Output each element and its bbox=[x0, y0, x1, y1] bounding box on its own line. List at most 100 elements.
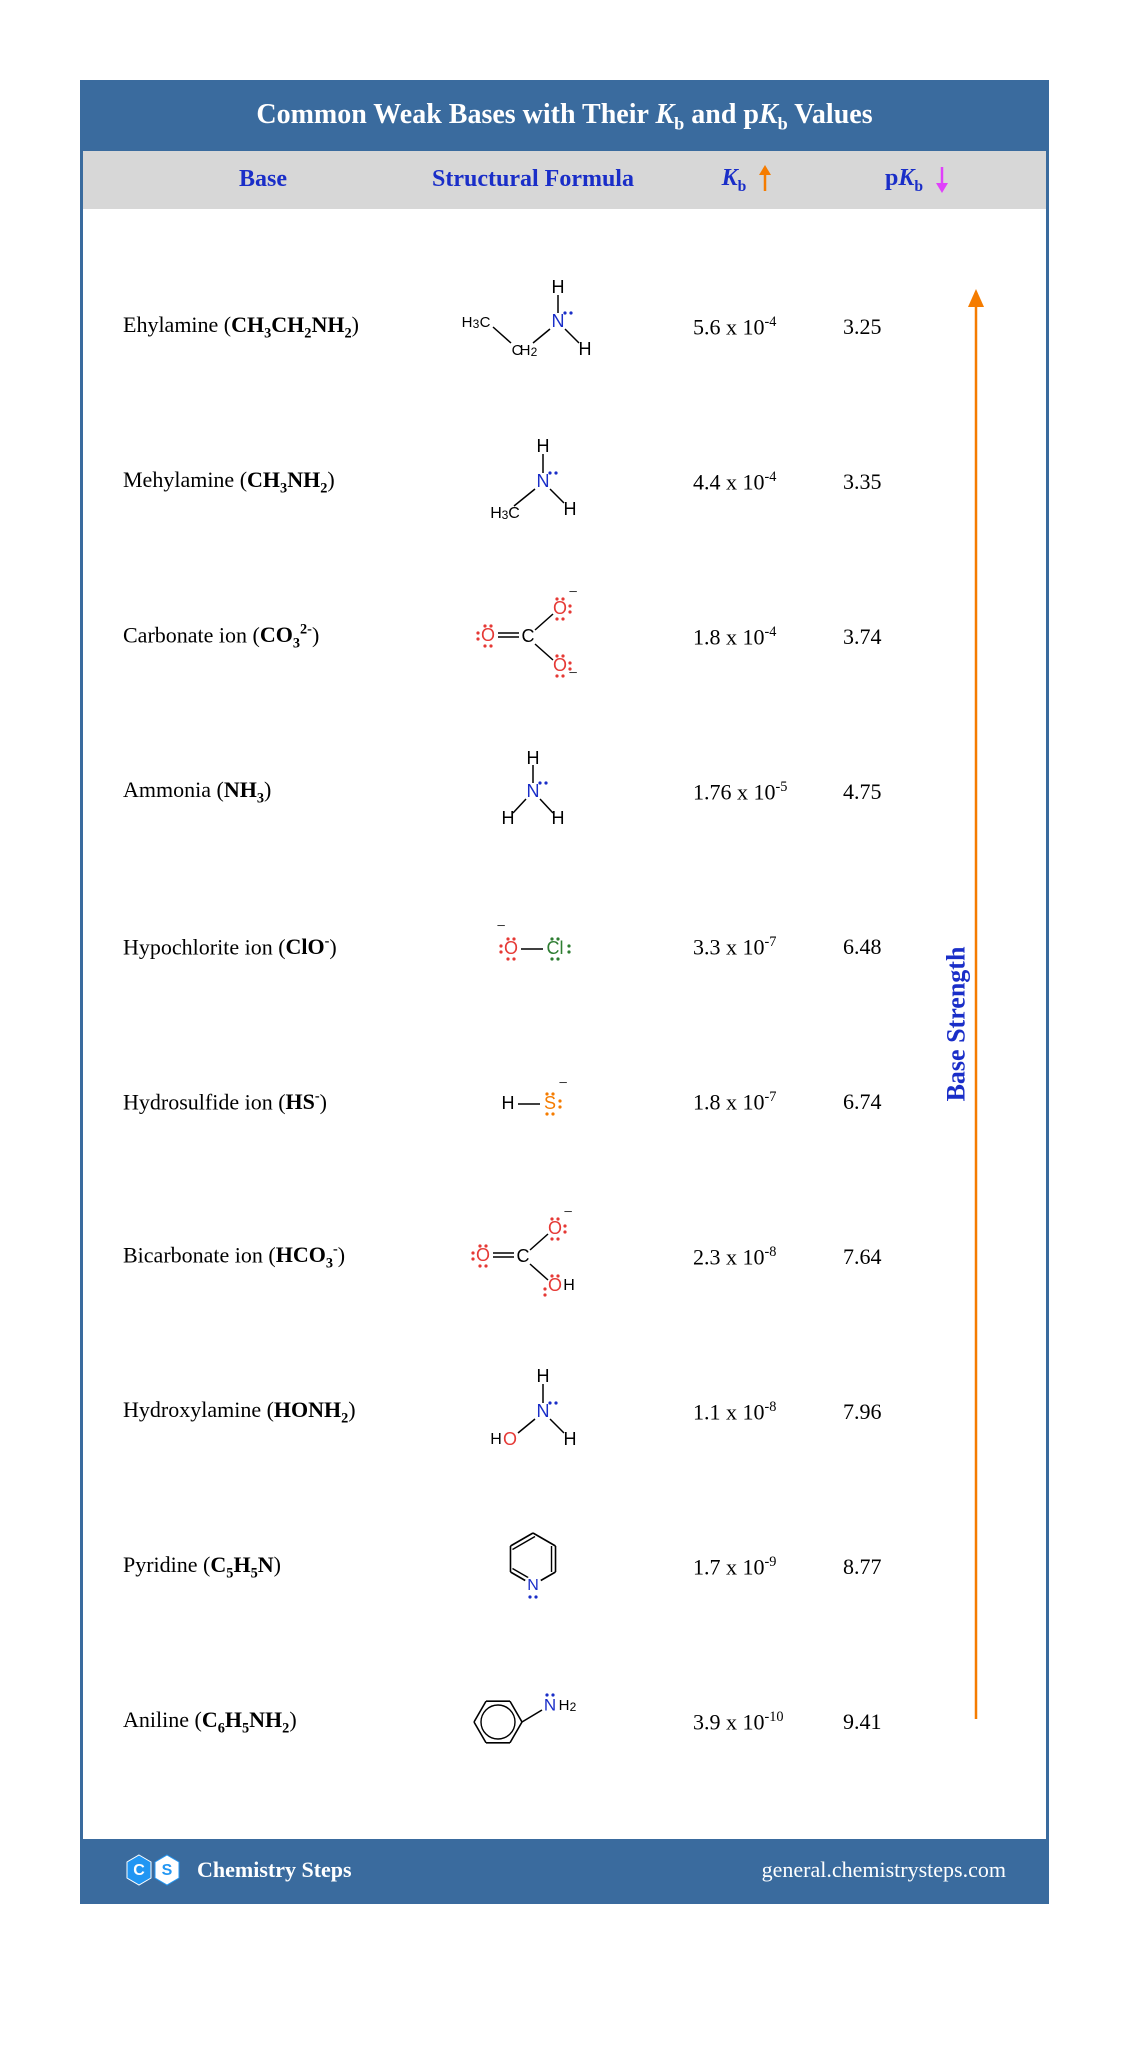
kb-value-cell: 1.76 x 10-5 bbox=[663, 779, 833, 805]
pkb-value-cell: 3.35 bbox=[833, 469, 953, 495]
svg-text:−: − bbox=[568, 665, 577, 682]
svg-text:C: C bbox=[480, 314, 491, 331]
kb-value-cell: 1.1 x 10-8 bbox=[663, 1399, 833, 1425]
structural-formula-cell: C O O− O− bbox=[403, 582, 663, 692]
structural-formula-cell: N H H CH2 H3C bbox=[403, 277, 663, 377]
header-pkb-k: K bbox=[898, 165, 914, 191]
title-kb-b: b bbox=[674, 114, 684, 134]
title-prefix: Common Weak Bases with Their bbox=[256, 99, 655, 130]
column-headers: Base Structural Formula Kb pKb bbox=[83, 151, 1046, 210]
title-mid: and p bbox=[684, 99, 759, 130]
svg-text:O: O bbox=[503, 1429, 517, 1449]
svg-text:H: H bbox=[520, 342, 531, 359]
header-struct: Structural Formula bbox=[403, 166, 663, 193]
svg-text:O: O bbox=[553, 655, 567, 675]
base-name-cell: Bicarbonate ion (HCO3-) bbox=[123, 1242, 403, 1273]
svg-text:−: − bbox=[563, 1204, 572, 1221]
kb-value-cell: 4.4 x 10-4 bbox=[663, 469, 833, 495]
svg-text:N: N bbox=[527, 781, 540, 801]
svg-text:−: − bbox=[558, 1075, 567, 1092]
table-row: Mehylamine (CH3NH2) N H H H3C 4.4 x 10-4… bbox=[123, 404, 1016, 559]
svg-text:H: H bbox=[502, 808, 515, 828]
table-row: Ehylamine (CH3CH2NH2) N H H CH2 H3C 5.6 … bbox=[123, 249, 1016, 404]
svg-text:S: S bbox=[162, 1862, 173, 1879]
table-row: Pyridine (C5H5N) N 1.7 x 10-98.77 bbox=[123, 1489, 1016, 1644]
svg-text:N: N bbox=[527, 1578, 539, 1595]
svg-text:H: H bbox=[537, 436, 550, 456]
structural-formula-cell: N H H H3C bbox=[403, 432, 663, 532]
svg-text:N: N bbox=[537, 471, 550, 491]
svg-text:Cl: Cl bbox=[547, 938, 564, 958]
pkb-value-cell: 8.77 bbox=[833, 1554, 953, 1580]
footer-brand-text: Chemistry Steps bbox=[197, 1857, 352, 1883]
svg-text:2: 2 bbox=[531, 345, 538, 359]
pkb-value-cell: 9.41 bbox=[833, 1709, 953, 1735]
svg-text:−: − bbox=[568, 584, 577, 601]
pkb-value-cell: 6.48 bbox=[833, 934, 953, 960]
title-bar: Common Weak Bases with Their Kb and pKb … bbox=[83, 83, 1046, 151]
base-name-cell: Hydroxylamine (HONH2) bbox=[123, 1397, 403, 1427]
svg-text:S: S bbox=[544, 1093, 556, 1113]
header-kb-sub: b bbox=[738, 177, 747, 194]
svg-text:H: H bbox=[462, 314, 473, 331]
svg-text:O: O bbox=[548, 1275, 562, 1295]
kb-value-cell: 1.8 x 10-4 bbox=[663, 624, 833, 650]
table-card: Common Weak Bases with Their Kb and pKb … bbox=[80, 80, 1049, 1904]
page-wrapper: Common Weak Bases with Their Kb and pKb … bbox=[0, 0, 1129, 1984]
footer-bar: C S Chemistry Steps general.chemistryste… bbox=[83, 1839, 1046, 1901]
pkb-value-cell: 3.74 bbox=[833, 624, 953, 650]
title-suffix: Values bbox=[788, 99, 873, 130]
svg-text:C: C bbox=[522, 626, 535, 646]
base-name-cell: Mehylamine (CH3NH2) bbox=[123, 467, 403, 497]
pkb-value-cell: 4.75 bbox=[833, 779, 953, 805]
svg-text:H: H bbox=[527, 748, 540, 768]
kb-value-cell: 1.7 x 10-9 bbox=[663, 1554, 833, 1580]
header-pkb: pKb bbox=[833, 165, 1003, 196]
header-base: Base bbox=[123, 166, 403, 193]
structural-formula-cell: H S− bbox=[403, 1074, 663, 1129]
base-name-cell: Aniline (C6H5NH2) bbox=[123, 1707, 403, 1737]
svg-text:−: − bbox=[496, 918, 505, 935]
svg-text:H: H bbox=[564, 499, 577, 519]
svg-text:H: H bbox=[490, 505, 502, 522]
svg-text:C: C bbox=[517, 1246, 530, 1266]
structural-formula-cell: N H H H bbox=[403, 747, 663, 837]
kb-value-cell: 3.3 x 10-7 bbox=[663, 934, 833, 960]
svg-text:H: H bbox=[537, 1366, 550, 1386]
svg-text:O: O bbox=[476, 1245, 490, 1265]
table-row: Hydrosulfide ion (HS-) H S− 1.8 x 10-76.… bbox=[123, 1024, 1016, 1179]
kb-value-cell: 1.8 x 10-7 bbox=[663, 1089, 833, 1115]
table-row: Ammonia (NH3) N H H H 1.76 x 10-54.75 bbox=[123, 714, 1016, 869]
kb-value-cell: 2.3 x 10-8 bbox=[663, 1244, 833, 1270]
base-name-cell: Ehylamine (CH3CH2NH2) bbox=[123, 312, 403, 342]
table-row: Hydroxylamine (HONH2) N H H OH 1.1 x 10-… bbox=[123, 1334, 1016, 1489]
title-kb2-k: K bbox=[759, 99, 778, 130]
svg-text:H: H bbox=[563, 1277, 575, 1294]
base-name-cell: Carbonate ion (CO32-) bbox=[123, 622, 403, 653]
svg-text:N: N bbox=[537, 1401, 550, 1421]
footer-brand: C S Chemistry Steps bbox=[123, 1853, 352, 1887]
structural-formula-cell: NH2 bbox=[403, 1677, 663, 1767]
base-name-cell: Pyridine (C5H5N) bbox=[123, 1552, 403, 1582]
svg-text:C: C bbox=[508, 505, 520, 522]
pkb-down-arrow-icon bbox=[933, 165, 951, 193]
structural-formula-cell: O− Cl bbox=[403, 917, 663, 977]
svg-text:C: C bbox=[133, 1862, 145, 1879]
svg-text:H: H bbox=[502, 1093, 515, 1113]
svg-text:2: 2 bbox=[570, 1700, 577, 1714]
base-name-cell: Hypochlorite ion (ClO-) bbox=[123, 934, 403, 960]
pkb-value-cell: 6.74 bbox=[833, 1089, 953, 1115]
kb-value-cell: 3.9 x 10-10 bbox=[663, 1709, 833, 1735]
svg-text:H: H bbox=[579, 339, 592, 359]
svg-text:N: N bbox=[552, 311, 565, 331]
title-kb-k: K bbox=[655, 99, 674, 130]
pkb-value-cell: 3.25 bbox=[833, 314, 953, 340]
header-kb-k: K bbox=[722, 165, 738, 191]
svg-text:O: O bbox=[481, 625, 495, 645]
table-row: Carbonate ion (CO32-) C O O− O− 1.8 x 10… bbox=[123, 559, 1016, 714]
table-row: Bicarbonate ion (HCO3-) C O O− O H 2.3 x… bbox=[123, 1179, 1016, 1334]
kb-up-arrow-icon bbox=[756, 165, 774, 193]
footer-url: general.chemistrysteps.com bbox=[762, 1857, 1006, 1883]
title-kb2-b: b bbox=[778, 114, 788, 134]
header-pkb-sub: b bbox=[914, 177, 923, 194]
